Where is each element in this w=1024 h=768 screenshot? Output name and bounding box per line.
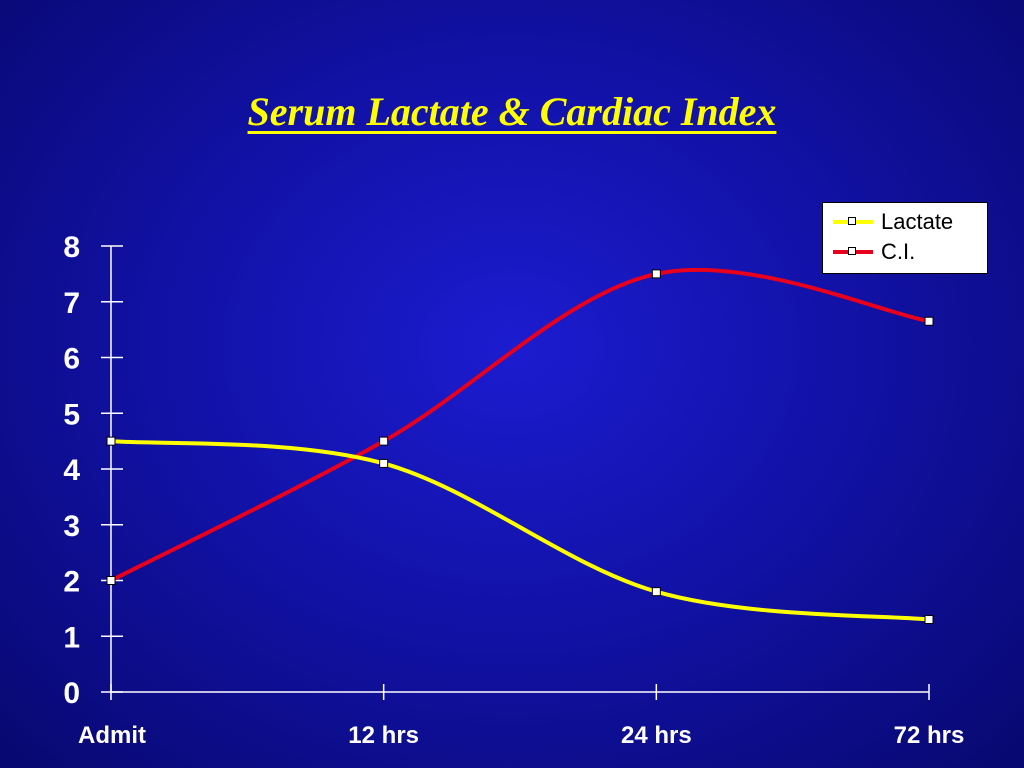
y-tick-label: 8 bbox=[63, 231, 80, 264]
data-point-c-i bbox=[379, 436, 389, 446]
chart-legend: Lactate C.I. bbox=[822, 202, 988, 274]
data-point-lactate bbox=[924, 615, 934, 625]
series-line-c-i bbox=[110, 267, 930, 583]
legend-label-lactate: Lactate bbox=[881, 209, 954, 234]
slide-title: Serum Lactate & Cardiac Index bbox=[247, 89, 777, 134]
legend-item-ci: C.I. bbox=[833, 239, 916, 264]
x-tick-label: Admit bbox=[78, 722, 146, 749]
legend-swatch-ci bbox=[833, 247, 873, 255]
series-line-lactate bbox=[110, 439, 930, 622]
chart-tick-labels: 0 1 2 3 4 5 6 7 8 Admit 12 hrs 24 hrs 72 hrs bbox=[63, 231, 964, 749]
data-point-lactate bbox=[651, 587, 661, 597]
y-tick-label: 2 bbox=[63, 566, 80, 599]
chart-series bbox=[106, 267, 934, 625]
data-point-c-i bbox=[651, 269, 661, 279]
x-tick-label: 24 hrs bbox=[621, 722, 692, 749]
y-tick-label: 0 bbox=[63, 677, 80, 710]
data-point-lactate bbox=[106, 436, 116, 446]
x-tick-label: 72 hrs bbox=[894, 722, 965, 749]
legend-swatch-lactate bbox=[833, 217, 873, 225]
x-tick-label: 12 hrs bbox=[348, 722, 419, 749]
chart-axes bbox=[101, 245, 930, 700]
y-tick-label: 7 bbox=[63, 287, 80, 320]
y-tick-label: 3 bbox=[63, 510, 80, 543]
legend-label-ci: C.I. bbox=[881, 239, 916, 264]
y-tick-label: 6 bbox=[63, 343, 80, 376]
y-tick-label: 4 bbox=[63, 454, 80, 487]
legend-item-lactate: Lactate bbox=[833, 209, 954, 234]
data-point-c-i bbox=[106, 576, 116, 585]
data-point-c-i bbox=[924, 316, 934, 326]
data-point-lactate bbox=[379, 458, 389, 468]
y-tick-label: 1 bbox=[63, 621, 80, 654]
y-tick-label: 5 bbox=[63, 398, 80, 431]
